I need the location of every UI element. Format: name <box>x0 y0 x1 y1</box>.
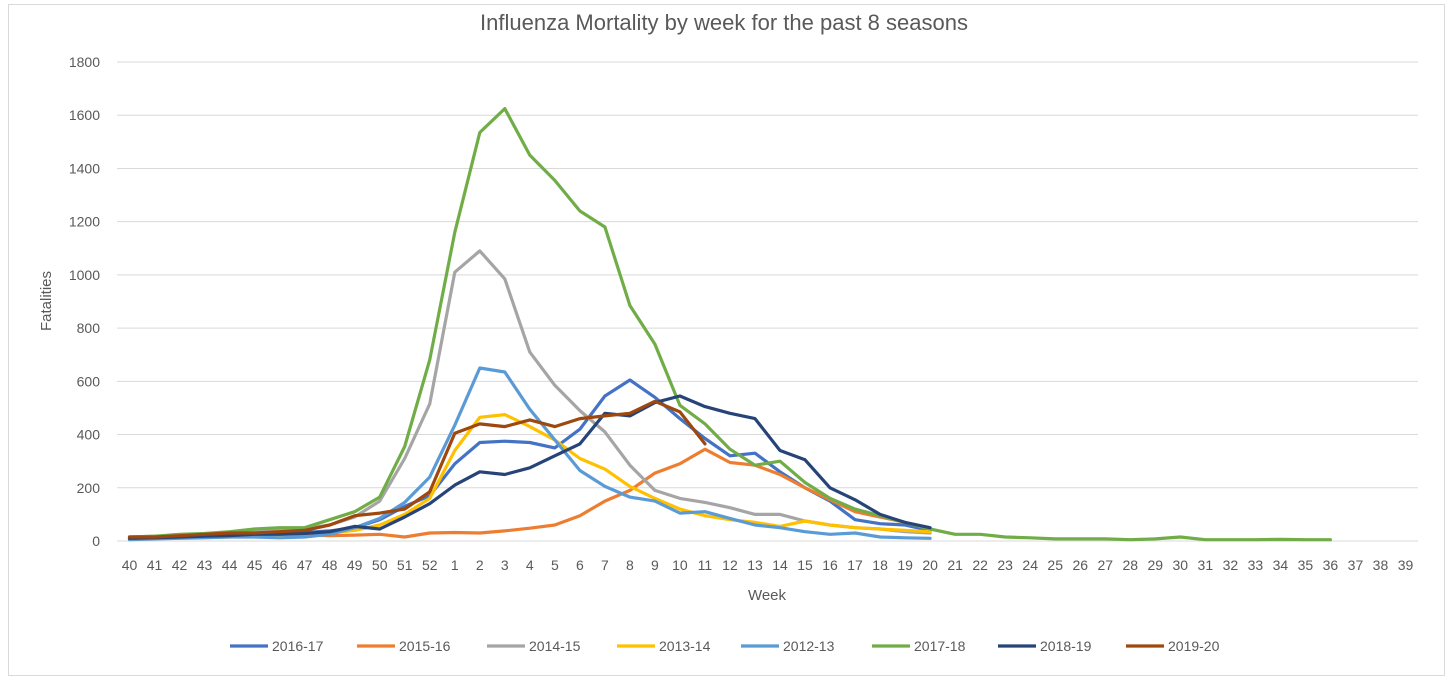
legend-label: 2015-16 <box>399 638 451 654</box>
x-tick-label: 20 <box>922 557 938 573</box>
x-tick-label: 32 <box>1223 557 1239 573</box>
legend-label: 2014-15 <box>529 638 581 654</box>
chart-title: Influenza Mortality by week for the past… <box>480 10 968 35</box>
x-tick-label: 15 <box>797 557 813 573</box>
legend-item-2012-13: 2012-13 <box>741 638 835 654</box>
y-axis-label: Fatalities <box>38 271 55 331</box>
series-line-2015-16 <box>127 447 932 540</box>
legend-item-2018-19: 2018-19 <box>998 638 1092 654</box>
y-tick-label: 400 <box>77 427 101 443</box>
series-line-2016-17 <box>127 378 932 540</box>
x-tick-label: 51 <box>397 557 413 573</box>
x-tick-label: 2 <box>476 557 484 573</box>
legend-item-2013-14: 2013-14 <box>617 638 711 654</box>
x-tick-label: 40 <box>122 557 138 573</box>
gridlines <box>117 61 1418 542</box>
x-tick-label: 9 <box>651 557 659 573</box>
y-tick-label: 200 <box>77 480 101 496</box>
x-tick-label: 22 <box>972 557 988 573</box>
series-line-2014-15 <box>127 249 932 539</box>
x-tick-label: 10 <box>672 557 688 573</box>
x-tick-label: 13 <box>747 557 763 573</box>
x-tick-label: 36 <box>1323 557 1339 573</box>
x-tick-label: 23 <box>997 557 1013 573</box>
x-tick-label: 49 <box>347 557 363 573</box>
y-tick-label: 1800 <box>69 54 100 70</box>
x-tick-label: 34 <box>1273 557 1289 573</box>
x-tick-label: 12 <box>722 557 738 573</box>
x-tick-label: 42 <box>172 557 188 573</box>
x-tick-label: 38 <box>1373 557 1389 573</box>
legend-item-2016-17: 2016-17 <box>230 638 324 654</box>
legend-label: 2018-19 <box>1040 638 1092 654</box>
x-tick-label: 46 <box>272 557 288 573</box>
x-tick-label: 43 <box>197 557 213 573</box>
y-tick-label: 1200 <box>69 214 100 230</box>
series-line-2019-20 <box>127 399 707 539</box>
series-lines <box>127 106 1333 542</box>
x-tick-label: 45 <box>247 557 263 573</box>
x-tick-label: 8 <box>626 557 634 573</box>
x-tick-label: 4 <box>526 557 534 573</box>
series-line-2018-19 <box>127 394 932 540</box>
legend-item-2015-16: 2015-16 <box>357 638 451 654</box>
legend-label: 2019-20 <box>1168 638 1220 654</box>
legend-item-2017-18: 2017-18 <box>872 638 966 654</box>
x-tick-label: 33 <box>1248 557 1264 573</box>
y-tick-label: 0 <box>92 533 100 549</box>
x-tick-label: 27 <box>1097 557 1113 573</box>
y-tick-label: 800 <box>77 320 101 336</box>
y-tick-label: 600 <box>77 373 101 389</box>
x-tick-label: 28 <box>1122 557 1138 573</box>
y-tick-label: 1600 <box>69 107 100 123</box>
x-tick-label: 30 <box>1173 557 1189 573</box>
legend-label: 2012-13 <box>783 638 835 654</box>
legend-item-2019-20: 2019-20 <box>1126 638 1220 654</box>
x-axis-ticks: 40 41 42 43 44 45 46 47 48 49 50 51 52 1 2 3 4 5 6 7 8 9 10 11 1… <box>122 557 1414 573</box>
x-tick-label: 26 <box>1072 557 1088 573</box>
x-tick-label: 3 <box>501 557 509 573</box>
legend-label: 2013-14 <box>659 638 711 654</box>
x-axis-label: Week <box>748 587 787 604</box>
x-tick-label: 17 <box>847 557 863 573</box>
y-tick-label: 1400 <box>69 160 100 176</box>
legend-label: 2017-18 <box>914 638 966 654</box>
x-tick-label: 39 <box>1398 557 1414 573</box>
legend: 2016-17 2015-16 2014-15 2013-14 2012-13 2017-… <box>230 638 1220 654</box>
x-tick-label: 11 <box>698 557 713 573</box>
x-tick-label: 44 <box>222 557 238 573</box>
legend-item-2014-15: 2014-15 <box>487 638 581 654</box>
x-tick-label: 31 <box>1198 557 1214 573</box>
chart-frame <box>8 4 1445 676</box>
x-tick-label: 24 <box>1022 557 1038 573</box>
x-tick-label: 7 <box>601 557 609 573</box>
y-tick-label: 1000 <box>69 267 100 283</box>
series-line-2017-18 <box>127 106 1333 542</box>
x-tick-label: 47 <box>297 557 313 573</box>
series-line-2013-14 <box>127 413 932 541</box>
x-tick-label: 1 <box>451 557 459 573</box>
x-tick-label: 35 <box>1298 557 1314 573</box>
x-tick-label: 48 <box>322 557 338 573</box>
x-tick-label: 25 <box>1047 557 1063 573</box>
x-tick-label: 16 <box>822 557 838 573</box>
x-tick-label: 50 <box>372 557 388 573</box>
x-tick-label: 19 <box>897 557 913 573</box>
x-tick-label: 21 <box>947 557 963 573</box>
x-tick-label: 52 <box>422 557 438 573</box>
legend-label: 2016-17 <box>272 638 324 654</box>
x-tick-label: 37 <box>1348 557 1364 573</box>
x-tick-label: 14 <box>772 557 788 573</box>
x-tick-label: 29 <box>1148 557 1164 573</box>
y-axis-ticks: 0 200 400 600 800 1000 1200 1400 1600 1800 <box>69 54 100 549</box>
x-tick-label: 41 <box>147 557 163 573</box>
x-tick-label: 5 <box>551 557 559 573</box>
x-tick-label: 6 <box>576 557 584 573</box>
x-tick-label: 18 <box>872 557 888 573</box>
series-line-2012-13 <box>127 366 932 542</box>
